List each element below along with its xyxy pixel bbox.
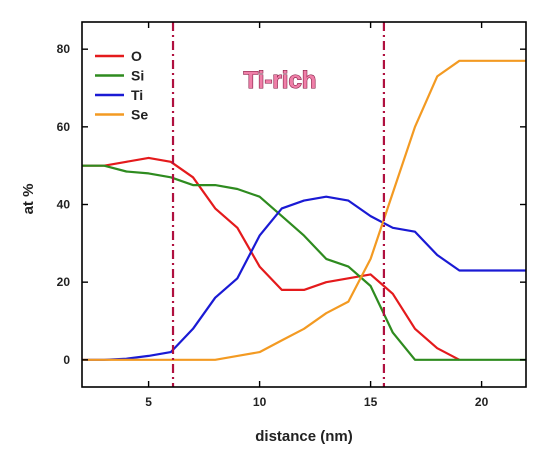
y-tick-label: 20 — [57, 275, 71, 289]
annotation-ti-rich: Ti-rich — [244, 67, 317, 94]
x-tick-label: 5 — [145, 395, 152, 409]
legend-label-o: O — [131, 48, 142, 64]
y-tick-label: 80 — [57, 42, 71, 56]
legend-label-ti: Ti — [131, 87, 143, 103]
y-tick-label: 40 — [57, 198, 71, 212]
x-tick-label: 20 — [475, 395, 489, 409]
x-axis-title: distance (nm) — [255, 428, 353, 445]
series-line-o — [82, 156, 460, 361]
boundary-lines — [171, 22, 386, 387]
y-tick-label: 60 — [57, 120, 71, 134]
series-line-se — [82, 59, 526, 361]
x-tick-label: 10 — [253, 395, 267, 409]
legend-label-se: Se — [131, 107, 148, 123]
series-line-ti — [82, 195, 526, 361]
x-tick-label: 15 — [364, 395, 378, 409]
series-lines — [82, 59, 526, 361]
legend: O Si Ti Se — [95, 48, 148, 123]
series-line-si — [82, 164, 526, 361]
y-tick-label: 0 — [63, 353, 70, 367]
y-axis-title: at % — [20, 184, 37, 215]
legend-label-si: Si — [131, 68, 144, 84]
axis-ticks: 5 10 15 20 0 20 40 60 80 — [57, 22, 526, 409]
